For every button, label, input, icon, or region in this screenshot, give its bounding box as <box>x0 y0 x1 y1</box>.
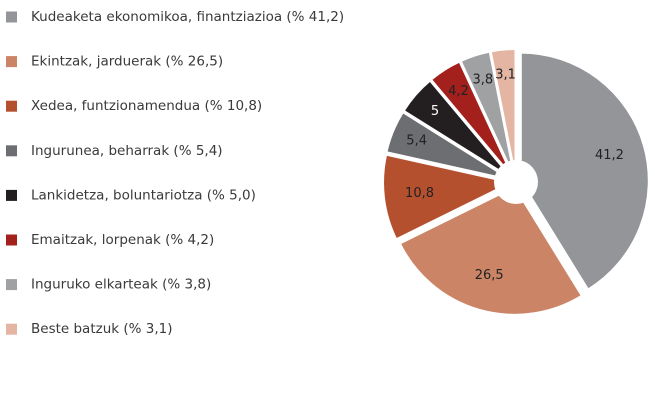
legend-label: Xedea, funtzionamendua (% 10,8) <box>31 98 262 114</box>
legend-label: Lankidetza, boluntariotza (% 5,0) <box>31 187 256 203</box>
legend-label: Ekintzak, jarduerak (% 26,5) <box>31 54 223 70</box>
legend-swatch <box>6 279 17 291</box>
legend-label: Inguruko elkarteak (% 3,8) <box>31 277 211 293</box>
pie-slice <box>402 79 513 180</box>
data-label: 41,2 <box>595 148 624 163</box>
pie-slice <box>429 60 515 179</box>
data-label: 3,1 <box>495 68 516 83</box>
data-label: 5,4 <box>406 134 427 149</box>
legend-label: Kudeaketa ekonomikoa, finantziazioa (% 4… <box>31 9 344 25</box>
data-label: 10,8 <box>405 186 434 201</box>
pie-slice <box>385 110 512 182</box>
data-label: 26,5 <box>475 268 504 283</box>
pie-slice <box>398 185 584 316</box>
legend-swatch <box>6 145 17 157</box>
data-label: 3,8 <box>472 72 493 87</box>
legend-label: Ingurunea, beharrak (% 5,4) <box>31 143 223 159</box>
data-label: 5 <box>431 104 439 119</box>
legend-label: Beste batzuk (% 3,1) <box>31 321 173 337</box>
pie-slice <box>489 48 517 178</box>
data-label: 4,2 <box>448 84 469 99</box>
pie-slice <box>382 153 515 241</box>
pie-hole <box>494 160 538 204</box>
pie-slice <box>459 50 516 178</box>
legend-swatch <box>6 234 17 246</box>
legend-swatch <box>6 189 17 201</box>
legend-swatch <box>6 100 17 112</box>
legend-swatch <box>6 11 17 23</box>
legend-label: Emaitzak, lorpenak (% 4,2) <box>31 232 214 248</box>
pie-slice <box>519 51 650 291</box>
legend-swatch <box>6 323 17 335</box>
legend-swatch <box>6 56 17 68</box>
